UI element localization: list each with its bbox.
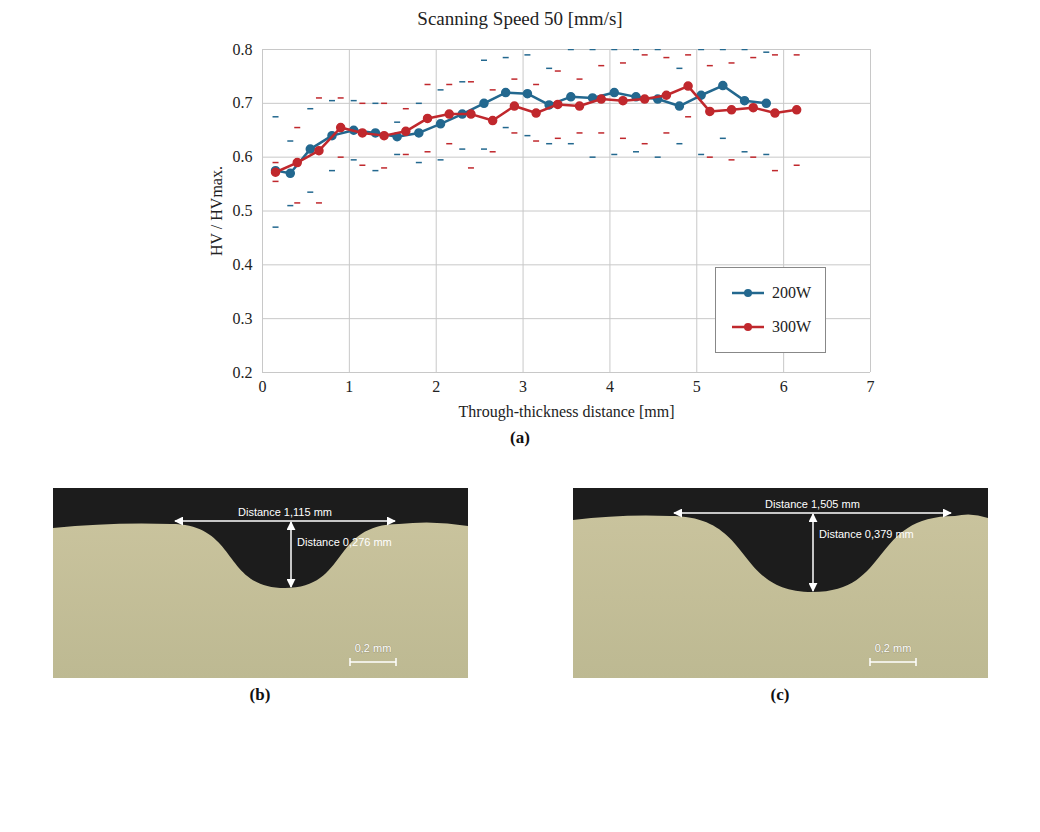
html-text:(c): (c) xyxy=(770,685,790,704)
html-text:(a): (a) xyxy=(510,428,530,447)
svg-text:0.4: 0.4 xyxy=(233,256,253,273)
svg-text:4: 4 xyxy=(606,378,614,395)
svg-text:HV / HVmax.: HV / HVmax. xyxy=(208,166,225,256)
svg-text:5: 5 xyxy=(693,378,701,395)
svg-text:Distance 1,505 mm: Distance 1,505 mm xyxy=(765,498,860,510)
svg-text:7: 7 xyxy=(867,378,875,395)
html-text:(b): (b) xyxy=(249,685,271,704)
svg-text:0.8: 0.8 xyxy=(233,41,253,58)
svg-text:2: 2 xyxy=(432,378,440,395)
svg-text:Distance 1,115 mm: Distance 1,115 mm xyxy=(238,506,332,518)
svg-text:1: 1 xyxy=(345,378,353,395)
svg-text:0.3: 0.3 xyxy=(233,310,253,327)
svg-text:0.6: 0.6 xyxy=(233,148,253,165)
svg-text:0.5: 0.5 xyxy=(233,202,253,219)
html-text:300W: 300W xyxy=(772,318,812,335)
svg-text:3: 3 xyxy=(519,378,527,395)
svg-text:6: 6 xyxy=(780,378,788,395)
html-text:Scanning Speed 50 [mm/s]: Scanning Speed 50 [mm/s] xyxy=(417,8,623,29)
svg-text:0,2 mm: 0,2 mm xyxy=(354,642,391,654)
svg-text:0,2 mm: 0,2 mm xyxy=(874,642,911,654)
svg-text:Through-thickness distance [mm: Through-thickness distance [mm] xyxy=(459,403,675,421)
svg-text:Distance 0,379 mm: Distance 0,379 mm xyxy=(819,528,914,540)
svg-text:0.2: 0.2 xyxy=(233,364,253,381)
svg-text:0.7: 0.7 xyxy=(233,94,253,111)
svg-text:0: 0 xyxy=(259,378,267,395)
html-text:200W: 200W xyxy=(772,284,812,301)
svg-text:Distance 0,276 mm: Distance 0,276 mm xyxy=(297,536,392,548)
